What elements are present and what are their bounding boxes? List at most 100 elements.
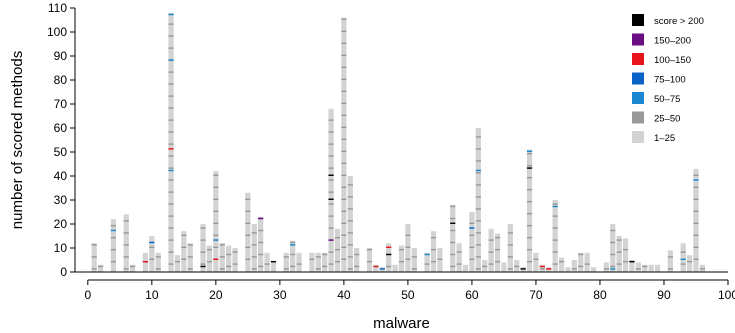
legend-swatch	[632, 53, 644, 65]
bar-segment	[469, 234, 475, 236]
bar-segment	[245, 222, 251, 224]
bar-45	[373, 264, 379, 272]
bar-78	[584, 252, 590, 272]
bar-segment	[514, 265, 520, 268]
bar-23	[232, 248, 238, 272]
bar-segment	[526, 212, 533, 215]
bar-segment	[245, 246, 251, 248]
bar-segment	[526, 200, 533, 203]
bar-mark	[328, 239, 334, 241]
y-tick-label: 30	[54, 193, 68, 207]
bar-segment	[232, 251, 238, 253]
bar-segment	[456, 243, 462, 272]
bar-segment	[309, 258, 315, 260]
bar-83	[616, 236, 622, 272]
bar-segment	[181, 231, 187, 272]
bar-segment	[219, 268, 225, 270]
bar-segment	[469, 246, 475, 248]
bar-segment	[168, 215, 174, 217]
bar-segment	[526, 152, 533, 155]
bar-segment	[552, 227, 558, 229]
bar-segment	[475, 184, 481, 186]
bar-segment	[123, 214, 129, 272]
bar-segment	[347, 184, 353, 186]
bar-segment	[475, 196, 481, 198]
bar-segment	[539, 268, 545, 270]
bar-segment	[507, 256, 513, 258]
bar-13	[168, 12, 174, 273]
bar-segment	[603, 268, 609, 270]
bar-mark	[168, 148, 174, 150]
bar-segment	[424, 263, 430, 265]
bar-mark	[328, 198, 334, 200]
y-tick-label: 90	[54, 49, 68, 63]
bar-segment	[341, 234, 347, 236]
bar-segment	[341, 66, 347, 68]
bar-39	[334, 228, 341, 272]
x-tick-label: 20	[209, 288, 223, 302]
bar-36	[315, 252, 321, 272]
bar-mark	[475, 169, 481, 172]
bar-segment	[526, 236, 533, 239]
bar-segment	[603, 262, 609, 272]
bar-segment	[450, 265, 456, 268]
bar-segment	[610, 241, 616, 244]
bar-segment	[155, 256, 161, 258]
bar-segment	[354, 253, 360, 256]
bar-44	[366, 248, 373, 272]
bar-47	[386, 243, 392, 272]
bar-73	[552, 200, 558, 272]
bar-segment	[341, 18, 347, 20]
bar-4	[110, 219, 117, 272]
bar-mark	[526, 167, 533, 169]
bar-86	[635, 262, 641, 272]
bar-mark	[386, 246, 392, 248]
bar-segment	[622, 238, 629, 272]
bar-57	[450, 204, 456, 272]
bar-mark	[450, 222, 456, 224]
bar-segment	[686, 255, 693, 272]
bar-segment	[341, 17, 347, 272]
x-axis-title: malware	[373, 315, 430, 332]
bar-segment	[430, 236, 437, 239]
x-tick-label: 30	[273, 288, 287, 302]
bar-mark	[546, 268, 552, 270]
bar-79	[590, 267, 597, 272]
bar-69	[526, 149, 533, 272]
bar-segment	[392, 264, 398, 272]
bar-segment	[328, 167, 334, 169]
bar-19	[206, 245, 213, 272]
bar-segment	[187, 244, 193, 246]
bar-mark	[552, 205, 558, 208]
bar-mark	[680, 258, 686, 260]
bar-segment	[405, 258, 411, 260]
bar-segment	[334, 236, 341, 239]
bar-75	[565, 267, 571, 272]
bar-segment	[168, 143, 174, 145]
bar-64	[494, 233, 501, 272]
bar-82	[610, 224, 616, 272]
bar-segment	[258, 265, 264, 268]
bar-segment	[450, 241, 456, 244]
bar-mark	[469, 227, 475, 229]
bar-segment	[578, 253, 584, 256]
bar-segment	[123, 244, 129, 246]
bar-segment	[174, 255, 181, 272]
bar-segment	[475, 268, 481, 270]
bar-segment	[450, 229, 456, 232]
bar-segment	[347, 244, 353, 246]
bar-segment	[488, 239, 494, 241]
bar-35	[309, 252, 315, 272]
bar-segment	[251, 224, 257, 272]
bar-segment	[328, 108, 334, 272]
legend-label: 150–200	[654, 36, 691, 47]
legend-swatch	[632, 92, 644, 104]
bar-segment	[526, 248, 533, 251]
bar-segment	[328, 179, 334, 181]
bar-25	[245, 192, 251, 272]
bar-segment	[373, 264, 379, 272]
bar-segment	[123, 220, 129, 222]
bar-segment	[200, 239, 206, 241]
bar-segment	[149, 236, 155, 272]
bar-segment	[456, 251, 462, 253]
